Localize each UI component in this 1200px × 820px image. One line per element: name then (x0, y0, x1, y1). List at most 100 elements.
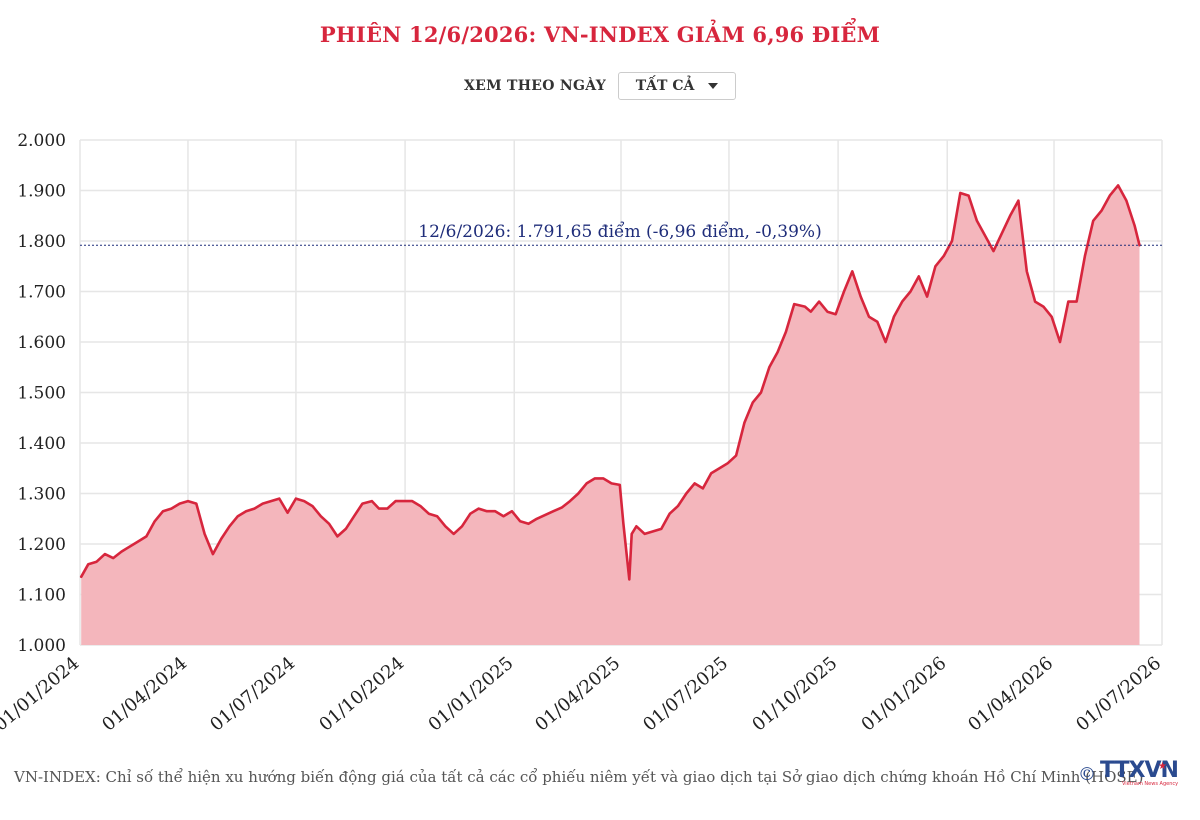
y-tick-label: 1.400 (17, 434, 66, 454)
data-point (959, 192, 962, 195)
data-point (804, 305, 807, 308)
data-point (345, 528, 348, 531)
data-point (1125, 199, 1128, 202)
data-point (419, 505, 422, 508)
data-point (668, 512, 671, 515)
data-point (1100, 209, 1103, 212)
data-point (511, 510, 514, 513)
x-tick-label: 01/04/2025 (531, 653, 624, 736)
data-point (153, 520, 156, 523)
chevron-down-icon (708, 83, 719, 89)
x-tick-label: 01/07/2024 (206, 653, 299, 736)
data-point (992, 250, 995, 253)
data-point (461, 525, 464, 528)
data-point (120, 550, 123, 553)
data-point (502, 515, 505, 518)
data-point (1034, 300, 1037, 303)
data-point (1117, 184, 1120, 187)
data-point (628, 578, 631, 581)
ttxvn-logo: © TTXVN ★ Vietnam News Agency (1078, 760, 1180, 788)
data-point (411, 500, 414, 503)
data-point (776, 351, 779, 354)
data-point (469, 512, 472, 515)
data-point (353, 515, 356, 518)
data-point (145, 535, 148, 538)
data-point (320, 515, 323, 518)
y-axis: 1.000 1.100 1.200 1.300 1.400 1.500 1.600 1.700… (17, 131, 66, 656)
data-point (635, 525, 638, 528)
logo-subtext: Vietnam News Agency (1122, 781, 1179, 787)
data-point (718, 467, 721, 470)
x-axis: 01/01/2024 01/04/2024 01/07/2024 01/10/2024… (0, 653, 1165, 736)
data-point (660, 528, 663, 531)
data-point (760, 391, 763, 394)
y-tick-label: 2.000 (17, 131, 66, 151)
data-point (394, 500, 397, 503)
data-point (80, 576, 83, 579)
data-point (735, 454, 738, 457)
reference-line-layer: 12/6/2026: 1.791,65 điểm (-6,96 điểm, -0… (80, 222, 1162, 246)
data-point (768, 366, 771, 369)
data-point (643, 533, 646, 536)
data-point (519, 520, 522, 523)
data-point (1084, 255, 1087, 258)
data-point (536, 518, 539, 521)
data-point (594, 477, 597, 480)
dropdown-selected-value: TẤT CẢ (635, 78, 695, 94)
data-point (834, 313, 837, 316)
data-point (1067, 300, 1070, 303)
data-point (868, 316, 871, 319)
data-point (245, 510, 248, 513)
x-tick-label: 01/01/2026 (857, 653, 950, 736)
data-point (926, 295, 929, 298)
data-point (1075, 300, 1078, 303)
data-point (585, 482, 588, 485)
data-point (195, 502, 198, 505)
data-point (785, 331, 788, 334)
data-point (610, 482, 613, 485)
data-point (87, 563, 90, 566)
data-point (893, 316, 896, 319)
y-tick-label: 1.500 (17, 384, 66, 404)
data-point (859, 295, 862, 298)
data-point (137, 540, 140, 543)
data-point (378, 507, 381, 510)
data-point (951, 240, 954, 243)
data-point (619, 484, 622, 487)
data-point (1026, 270, 1029, 273)
x-tick-label: 01/07/2025 (639, 653, 732, 736)
data-point (630, 533, 633, 536)
data-point (934, 265, 937, 268)
data-point (336, 535, 339, 538)
data-point (178, 502, 181, 505)
logo-text: TTXVN (1100, 758, 1179, 783)
data-point (253, 507, 256, 510)
data-point (361, 502, 364, 505)
data-point (622, 523, 625, 526)
data-point (909, 290, 912, 293)
x-tick-label: 01/01/2025 (424, 653, 517, 736)
data-point (1050, 316, 1053, 319)
data-point (743, 422, 746, 425)
data-point (203, 533, 206, 536)
data-point (104, 553, 107, 556)
filter-row: XEM THEO NGÀY TẤT CẢ (0, 72, 1200, 100)
data-point (1092, 220, 1095, 223)
date-range-dropdown[interactable]: TẤT CẢ (618, 72, 737, 100)
data-point (976, 220, 979, 223)
data-point (486, 510, 489, 513)
data-point (228, 525, 231, 528)
data-point (1017, 199, 1020, 202)
data-point (311, 505, 314, 508)
data-point (286, 511, 289, 514)
data-point (901, 300, 904, 303)
data-point (403, 500, 406, 503)
data-point (577, 492, 580, 495)
data-point (552, 510, 555, 513)
copyright-icon: © (1078, 763, 1096, 785)
data-point (1133, 225, 1136, 228)
data-point (793, 303, 796, 306)
data-point (851, 270, 854, 273)
reference-label: 12/6/2026: 1.791,65 điểm (-6,96 điểm, -0… (418, 222, 821, 242)
data-point (693, 482, 696, 485)
